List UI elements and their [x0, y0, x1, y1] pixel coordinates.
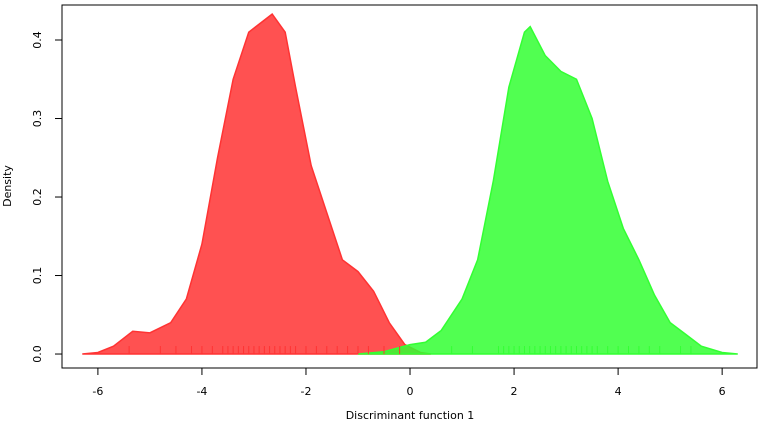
y-tick-label: 0.0: [31, 345, 44, 363]
x-tick-label: -4: [196, 385, 207, 398]
x-tick-label: 4: [615, 385, 622, 398]
y-axis-label: Density: [1, 165, 14, 207]
x-tick-label: -6: [92, 385, 103, 398]
x-tick-label: 0: [407, 385, 414, 398]
x-tick-label: 6: [719, 385, 726, 398]
density-area: [357, 25, 738, 355]
y-tick-label: 0.1: [31, 267, 44, 285]
x-tick-label: -2: [300, 385, 311, 398]
y-tick-label: 0.2: [31, 188, 44, 206]
y-tick-label: 0.3: [31, 110, 44, 128]
y-tick-label: 0.4: [31, 31, 44, 49]
density-area: [82, 13, 431, 355]
x-tick-label: 2: [511, 385, 518, 398]
x-axis-label: Discriminant function 1: [346, 409, 475, 422]
